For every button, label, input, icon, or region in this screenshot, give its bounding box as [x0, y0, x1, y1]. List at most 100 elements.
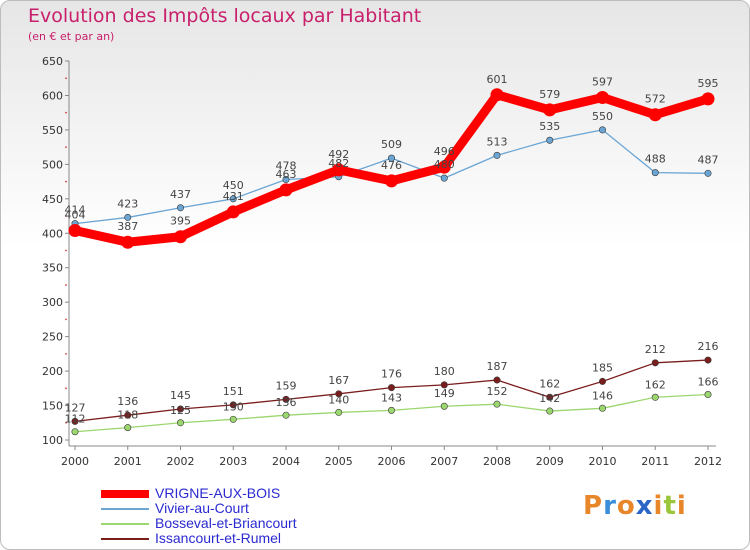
- data-label: 166: [698, 376, 719, 389]
- data-label: 159: [276, 379, 297, 392]
- x-tick-label: 2007: [430, 455, 458, 468]
- data-point: [229, 415, 237, 423]
- logo-letter: i: [653, 491, 664, 521]
- data-point: [385, 174, 398, 188]
- data-label: 140: [328, 393, 349, 406]
- data-point: [651, 169, 659, 177]
- data-point: [648, 108, 662, 122]
- data-point: [701, 92, 715, 106]
- x-tick-label: 2009: [536, 455, 564, 468]
- data-label: 482: [328, 157, 349, 170]
- data-label: 437: [170, 188, 191, 201]
- proxiti-logo: Proxiti: [583, 491, 687, 521]
- y-minor-tick: [65, 318, 67, 321]
- y-tick-label: 550: [42, 124, 63, 137]
- data-point: [490, 88, 504, 102]
- y-minor-tick: [65, 284, 67, 286]
- data-point: [124, 424, 132, 432]
- x-tick-label: 2010: [589, 455, 617, 468]
- data-point: [282, 411, 290, 419]
- legend-label-bosseval: Bosseval-et-Briancourt: [155, 515, 297, 531]
- y-tick-label: 350: [42, 262, 63, 275]
- data-label: 127: [65, 401, 86, 414]
- data-point: [596, 91, 609, 105]
- data-point: [437, 160, 451, 174]
- data-label: 162: [539, 377, 560, 390]
- x-tick-label: 2000: [61, 455, 89, 468]
- data-label: 118: [117, 409, 138, 422]
- y-tick-label: 200: [42, 365, 63, 378]
- data-label: 151: [223, 385, 244, 398]
- legend-label-vrigne: VRIGNE-AUX-BOIS: [155, 485, 281, 501]
- data-label: 185: [592, 361, 613, 374]
- data-label: 535: [539, 120, 560, 133]
- y-minor-tick: [65, 111, 67, 114]
- legend-label-issancourt: Issancourt-et-Rumel: [155, 530, 282, 546]
- x-tick-label: 2005: [325, 455, 353, 468]
- logo-letter: P: [583, 491, 604, 521]
- data-point: [282, 176, 290, 184]
- data-label: 423: [117, 197, 138, 210]
- data-point: [651, 393, 659, 401]
- data-label: 414: [65, 204, 86, 217]
- y-tick-label: 500: [42, 158, 63, 171]
- data-label: 146: [592, 389, 613, 402]
- data-point: [598, 404, 606, 412]
- data-point: [124, 213, 132, 221]
- x-tick-label: 2006: [378, 455, 406, 468]
- data-point: [71, 417, 79, 425]
- data-label: 487: [698, 153, 719, 166]
- data-point: [704, 356, 712, 364]
- y-tick-label: 250: [42, 331, 63, 344]
- data-label: 404: [65, 209, 86, 222]
- x-tick-label: 2011: [641, 455, 669, 468]
- data-label: 450: [223, 179, 244, 192]
- data-label: 112: [65, 413, 86, 426]
- data-point: [174, 230, 187, 244]
- data-point: [68, 224, 82, 238]
- data-point: [651, 359, 659, 367]
- data-point: [229, 195, 237, 203]
- y-minor-tick: [65, 421, 67, 424]
- y-minor-tick: [65, 215, 67, 217]
- x-tick-label: 2008: [483, 455, 511, 468]
- data-label: 216: [698, 340, 719, 353]
- data-label: 488: [645, 153, 666, 166]
- data-label: 162: [645, 378, 666, 391]
- data-point: [704, 391, 712, 399]
- data-label: 136: [117, 395, 138, 408]
- data-point: [598, 126, 606, 134]
- data-point: [177, 405, 185, 413]
- legend-swatch-vrigne: [101, 490, 149, 498]
- data-point: [440, 174, 448, 182]
- data-point: [71, 428, 79, 436]
- data-point: [546, 393, 554, 401]
- data-label: 167: [328, 374, 349, 387]
- data-label: 176: [381, 368, 402, 381]
- data-label: 595: [698, 77, 719, 90]
- y-minor-tick: [65, 387, 67, 390]
- data-label: 431: [223, 190, 244, 203]
- data-point: [546, 407, 554, 415]
- logo-letter: t: [663, 491, 677, 521]
- data-point: [279, 183, 293, 197]
- data-label: 143: [381, 391, 402, 404]
- data-label: 550: [592, 110, 613, 123]
- legend-swatch-bosseval: [101, 523, 149, 525]
- data-label: 152: [487, 385, 508, 398]
- y-minor-tick: [65, 352, 67, 355]
- data-point: [704, 169, 712, 177]
- legend-swatch-issancourt: [101, 538, 149, 540]
- data-label: 572: [645, 93, 666, 106]
- data-point: [124, 411, 132, 419]
- data-label: 496: [434, 145, 455, 158]
- logo-letter: x: [635, 491, 654, 521]
- data-label: 149: [434, 387, 455, 400]
- data-label: 579: [539, 88, 560, 101]
- y-minor-tick: [65, 249, 67, 252]
- data-point: [335, 390, 343, 398]
- data-point: [387, 406, 395, 414]
- data-point: [177, 204, 185, 212]
- data-point: [226, 205, 240, 219]
- data-point: [177, 419, 185, 427]
